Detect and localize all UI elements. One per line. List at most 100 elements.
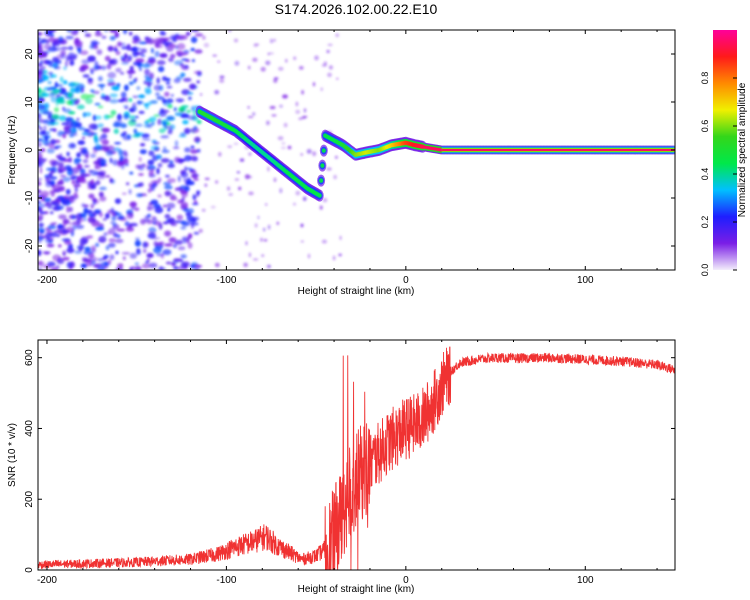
noise-blob xyxy=(248,252,252,258)
noise-blob xyxy=(110,207,115,213)
noise-blob xyxy=(141,163,146,168)
noise-blob xyxy=(101,93,105,97)
noise-blob xyxy=(120,71,125,75)
noise-blob xyxy=(45,232,51,240)
noise-blob xyxy=(84,112,92,117)
noise-blob xyxy=(57,161,64,168)
noise-blob xyxy=(55,100,59,107)
noise-blob xyxy=(47,121,51,127)
noise-blob xyxy=(81,59,90,65)
noise-blob xyxy=(97,105,104,109)
noise-blob xyxy=(191,174,199,179)
noise-blob xyxy=(147,159,155,166)
noise-blob xyxy=(126,225,132,230)
noise-blob xyxy=(138,173,144,176)
y-tick-label: -10 xyxy=(24,190,35,205)
noise-blob xyxy=(298,117,303,120)
noise-blob xyxy=(166,85,173,89)
noise-blob xyxy=(181,52,188,56)
noise-blob xyxy=(194,49,203,54)
noise-blob xyxy=(38,127,43,130)
noise-blob xyxy=(271,114,277,117)
y-tick-label: -20 xyxy=(24,238,35,253)
noise-blob xyxy=(196,120,202,124)
noise-blob xyxy=(186,109,191,113)
noise-blob xyxy=(75,224,85,229)
noise-blob xyxy=(63,195,70,201)
noise-blob xyxy=(67,243,73,249)
noise-blob xyxy=(164,214,171,219)
noise-blob xyxy=(174,156,181,163)
colorbar-tick-label: 0.2 xyxy=(700,216,710,229)
noise-blob xyxy=(150,205,155,210)
noise-blob xyxy=(143,80,148,85)
noise-blob xyxy=(91,185,97,189)
noise-blob xyxy=(168,240,176,244)
noise-blob xyxy=(147,205,152,211)
noise-blob xyxy=(162,98,167,104)
noise-blob xyxy=(113,232,118,238)
spectrogram-layer xyxy=(38,30,675,270)
noise-blob xyxy=(140,48,147,54)
noise-blob xyxy=(279,104,283,108)
noise-blob xyxy=(339,235,342,240)
noise-blob xyxy=(276,221,280,225)
noise-blob xyxy=(38,124,41,128)
noise-blob xyxy=(40,190,50,197)
noise-blob xyxy=(56,154,62,159)
noise-blob xyxy=(298,66,304,70)
noise-blob xyxy=(93,200,96,206)
noise-blob xyxy=(141,63,151,69)
noise-blob xyxy=(273,78,278,83)
noise-blob xyxy=(233,142,239,145)
noise-blob xyxy=(111,215,117,222)
noise-blob xyxy=(136,249,141,255)
noise-blob xyxy=(59,174,66,178)
noise-blob xyxy=(168,43,177,49)
colorbar-tick-label: 0.6 xyxy=(700,120,710,133)
noise-blob xyxy=(153,84,162,91)
noise-blob xyxy=(247,65,251,70)
noise-blob xyxy=(307,253,311,259)
noise-blob xyxy=(156,167,160,175)
noise-blob xyxy=(192,193,196,201)
noise-blob xyxy=(126,134,132,137)
noise-blob xyxy=(80,86,85,94)
spectrogram-trace xyxy=(195,105,675,202)
noise-blob xyxy=(338,253,342,257)
noise-blob xyxy=(151,139,157,143)
noise-blob xyxy=(38,87,42,94)
noise-blob xyxy=(99,195,107,202)
noise-blob xyxy=(71,82,80,86)
noise-blob xyxy=(167,129,173,135)
noise-blob xyxy=(161,76,168,82)
noise-blob xyxy=(74,86,80,93)
noise-blob xyxy=(283,122,288,128)
noise-blob xyxy=(45,180,53,188)
noise-blob xyxy=(114,238,124,244)
noise-blob xyxy=(97,123,104,128)
noise-blob xyxy=(81,136,86,140)
noise-blob xyxy=(277,136,284,141)
noise-blob xyxy=(156,253,164,257)
snr-x-axis-label: Height of straight line (km) xyxy=(298,584,415,595)
noise-blob xyxy=(64,116,74,123)
y-tick-label: 600 xyxy=(24,349,35,366)
noise-blob xyxy=(132,47,142,51)
noise-blob xyxy=(114,212,122,216)
noise-blob xyxy=(180,113,190,119)
noise-blob xyxy=(50,266,59,270)
noise-blob xyxy=(54,81,58,88)
noise-blob xyxy=(111,213,116,216)
noise-blob xyxy=(332,255,336,261)
noise-blob xyxy=(38,74,42,80)
noise-blob xyxy=(112,221,117,227)
noise-blob xyxy=(148,182,152,188)
noise-blob xyxy=(134,38,142,42)
noise-blob xyxy=(109,99,119,104)
noise-blob xyxy=(170,196,178,201)
noise-blob xyxy=(187,115,197,121)
noise-blob xyxy=(51,74,57,78)
noise-blob xyxy=(142,248,147,254)
noise-blob xyxy=(83,250,92,255)
